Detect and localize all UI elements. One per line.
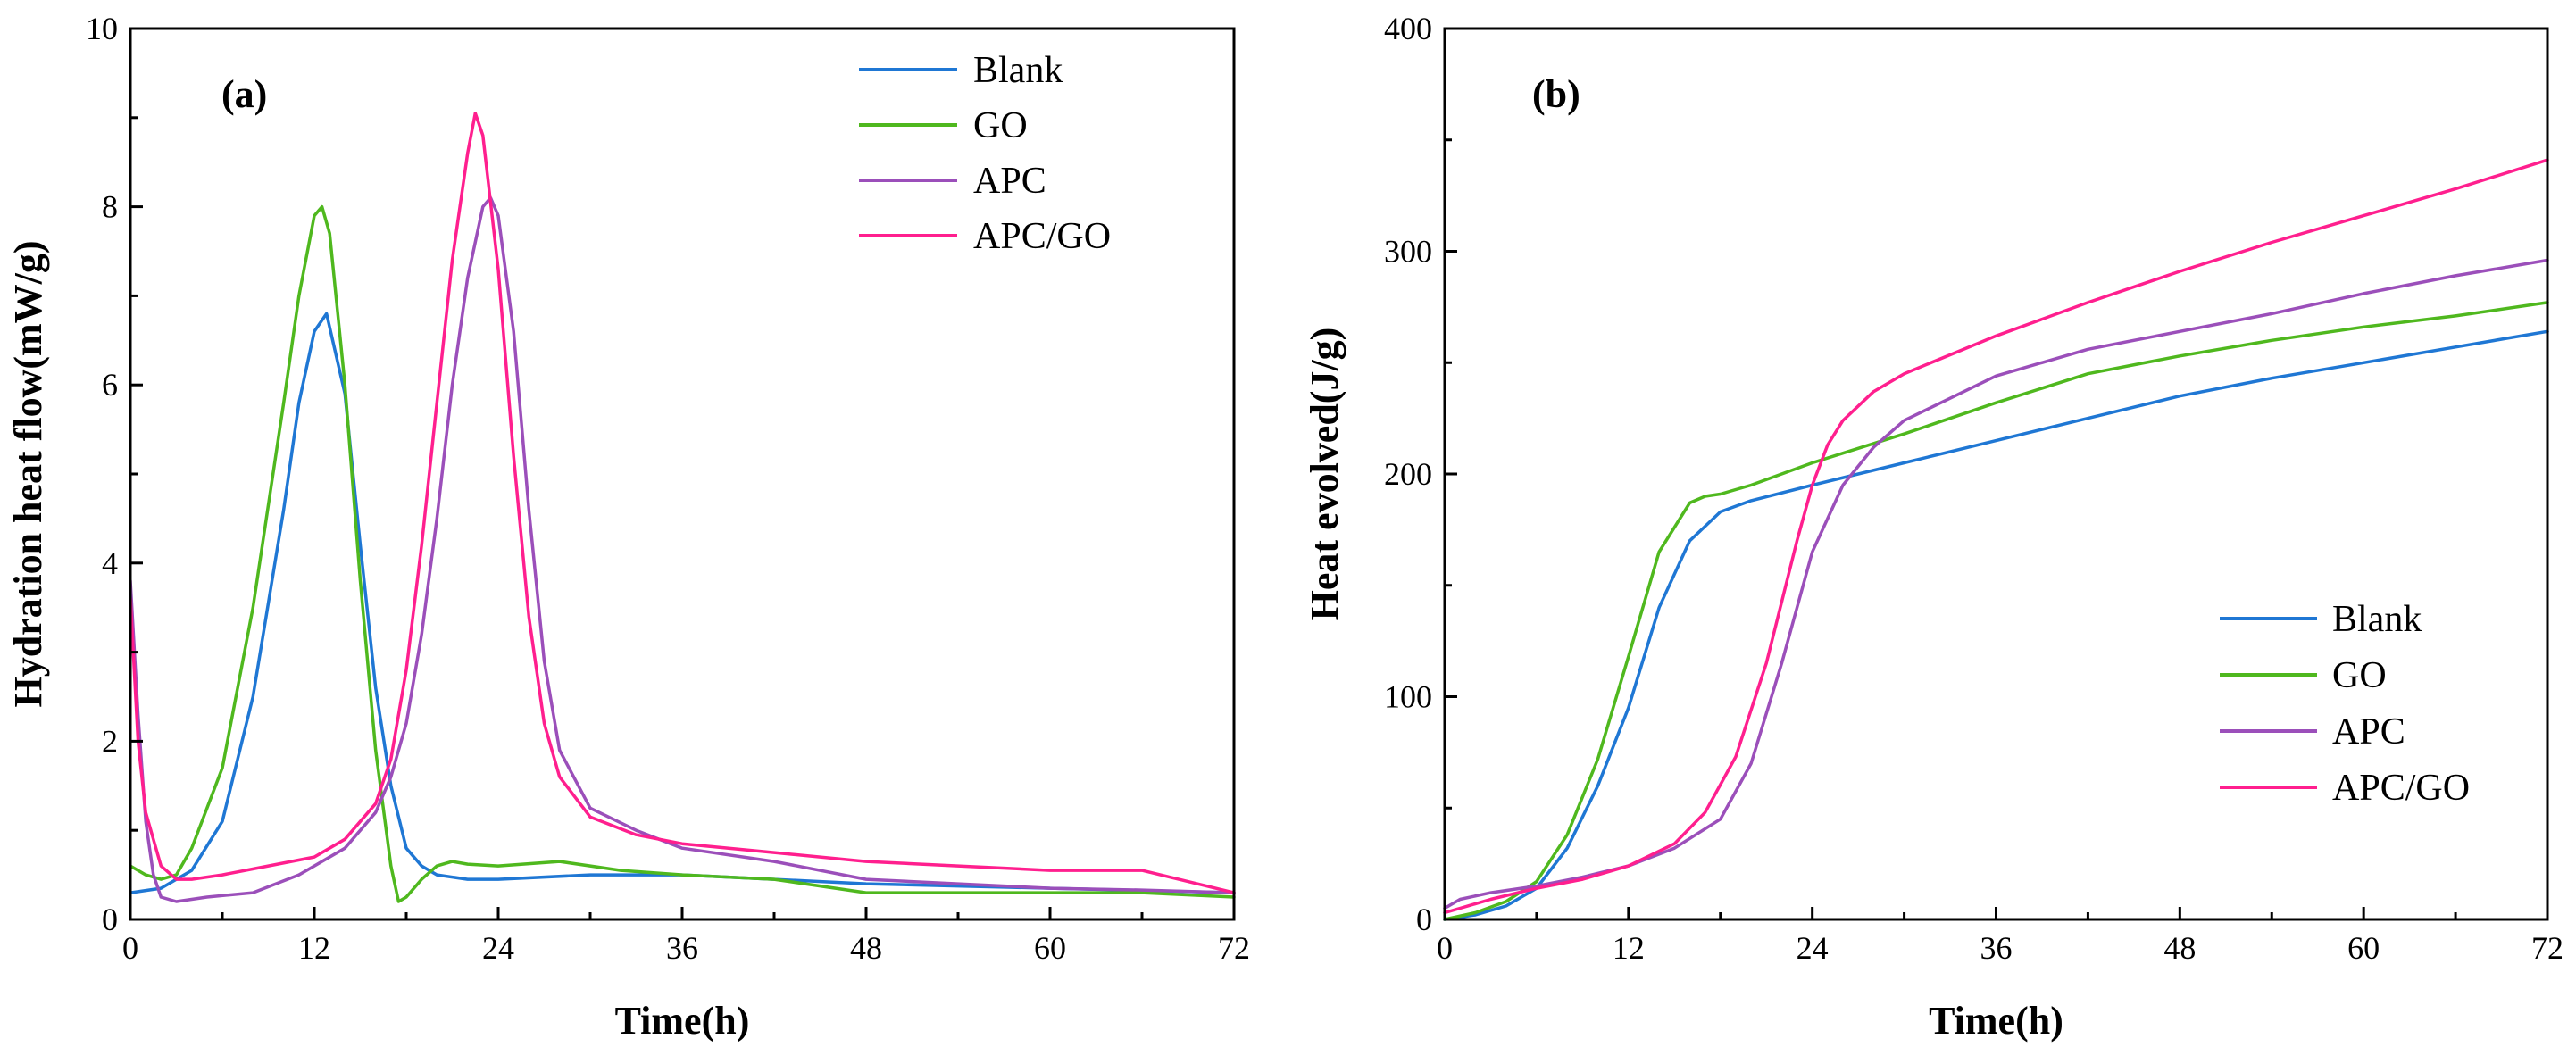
x-tick-label: 36 <box>1980 930 2013 966</box>
series-line-apc-go <box>129 112 1236 894</box>
x-tick-label: 0 <box>122 930 138 966</box>
x-tick-label: 60 <box>2347 930 2380 966</box>
legend-label: GO <box>973 105 1028 146</box>
y-axis-title: Hydration heat flow(mW/g) <box>6 240 50 707</box>
x-tick-label: 24 <box>482 930 514 966</box>
legend-label: GO <box>2332 655 2387 696</box>
series-line-blank <box>129 312 1236 894</box>
x-tick-label: 12 <box>1613 930 1645 966</box>
y-tick-label: 0 <box>1416 902 1432 937</box>
x-tick-label: 36 <box>666 930 698 966</box>
series-line-go <box>129 204 1236 903</box>
x-axis-title: Time(h) <box>1929 999 2063 1043</box>
x-tick-label: 72 <box>2531 930 2563 966</box>
panel-label: (b) <box>1532 72 1580 116</box>
x-tick-label: 24 <box>1797 930 1829 966</box>
y-tick-label: 10 <box>86 11 118 46</box>
y-tick-label: 6 <box>102 367 118 403</box>
x-axis-title: Time(h) <box>615 999 750 1043</box>
panel-b: 0 12 24 36 48 60 72 0 100 200 300 400 Time(h) Heat ev… <box>1303 11 2563 1043</box>
panel-label: (a) <box>221 72 267 116</box>
y-tick-label: 300 <box>1384 234 1432 270</box>
series-line-blank <box>1443 329 2549 921</box>
x-tick-label: 0 <box>1437 930 1453 966</box>
legend-label: APC/GO <box>2332 768 2470 809</box>
series-line-go <box>1443 301 2549 921</box>
x-tick-label: 72 <box>1218 930 1250 966</box>
legend: Blank GO APC APC/GO <box>859 50 1111 257</box>
legend-label: APC/GO <box>973 216 1111 257</box>
y-tick-label: 200 <box>1384 456 1432 492</box>
legend-label: APC <box>2332 711 2405 752</box>
y-tick-label: 100 <box>1384 679 1432 715</box>
y-tick-label: 8 <box>102 189 118 225</box>
y-tick-label: 400 <box>1384 11 1432 46</box>
y-tick-label: 2 <box>102 723 118 759</box>
y-tick-label: 4 <box>102 545 118 581</box>
x-tick-label: 48 <box>850 930 882 966</box>
y-axis-title: Heat evolved(J/g) <box>1303 328 1346 621</box>
series-line-apc-go <box>1443 158 2549 915</box>
legend-label: APC <box>973 161 1046 202</box>
legend-label: Blank <box>973 50 1063 91</box>
x-tick-label: 48 <box>2163 930 2196 966</box>
series-line-apc <box>129 195 1236 903</box>
legend-label: Blank <box>2332 599 2422 640</box>
legend: Blank GO APC APC/GO <box>2220 599 2470 809</box>
x-tick-label: 12 <box>298 930 330 966</box>
y-tick-label: 0 <box>102 902 118 937</box>
x-tick-label: 60 <box>1034 930 1066 966</box>
series-line-apc <box>1443 258 2549 910</box>
plot-frame <box>129 27 1236 921</box>
